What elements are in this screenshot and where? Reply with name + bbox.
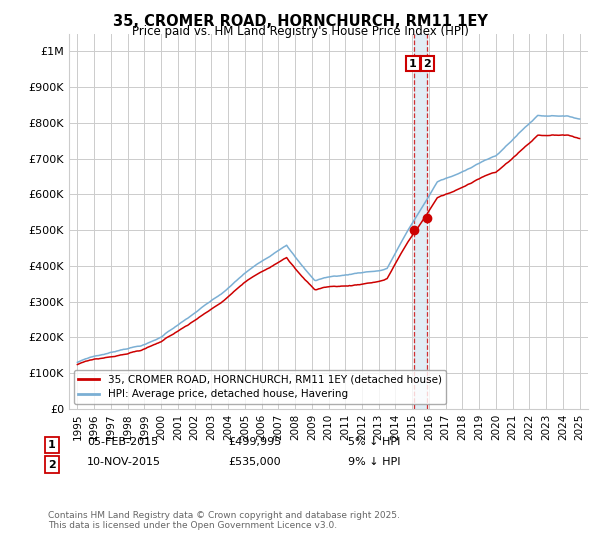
Bar xyxy=(414,34,427,409)
Text: 1: 1 xyxy=(409,59,417,69)
Text: 1: 1 xyxy=(48,440,56,450)
Text: 2: 2 xyxy=(48,460,56,470)
Text: £499,995: £499,995 xyxy=(228,437,281,447)
Text: Contains HM Land Registry data © Crown copyright and database right 2025.
This d: Contains HM Land Registry data © Crown c… xyxy=(48,511,400,530)
Text: 9% ↓ HPI: 9% ↓ HPI xyxy=(348,457,401,467)
Text: 05-FEB-2015: 05-FEB-2015 xyxy=(87,437,158,447)
Text: 2: 2 xyxy=(424,59,431,69)
Text: 35, CROMER ROAD, HORNCHURCH, RM11 1EY: 35, CROMER ROAD, HORNCHURCH, RM11 1EY xyxy=(113,14,487,29)
Text: Price paid vs. HM Land Registry's House Price Index (HPI): Price paid vs. HM Land Registry's House … xyxy=(131,25,469,38)
Legend: 35, CROMER ROAD, HORNCHURCH, RM11 1EY (detached house), HPI: Average price, deta: 35, CROMER ROAD, HORNCHURCH, RM11 1EY (d… xyxy=(74,370,446,404)
Text: 5% ↓ HPI: 5% ↓ HPI xyxy=(348,437,400,447)
Text: £535,000: £535,000 xyxy=(228,457,281,467)
Text: 10-NOV-2015: 10-NOV-2015 xyxy=(87,457,161,467)
